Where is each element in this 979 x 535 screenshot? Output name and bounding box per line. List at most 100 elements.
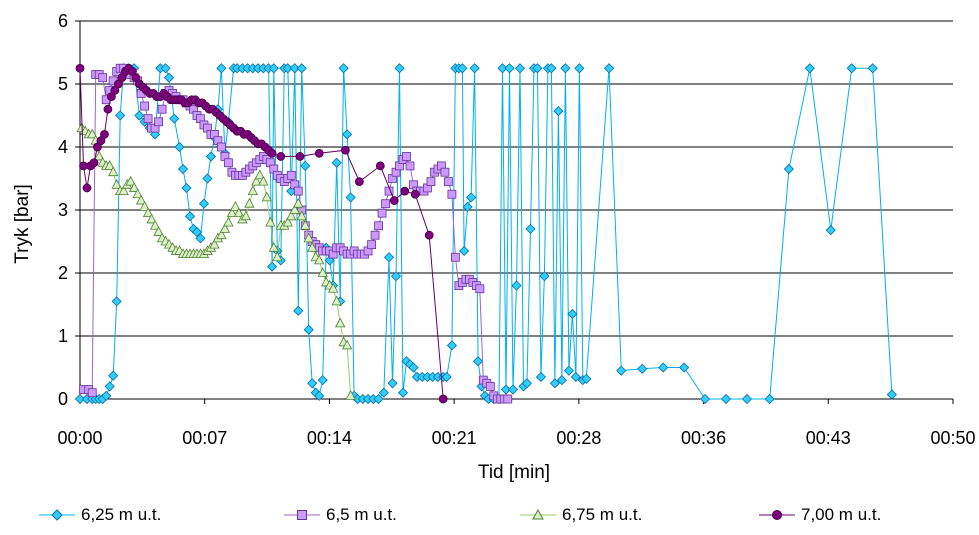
- x-tick-label: 00:14: [307, 428, 352, 448]
- data-point: [846, 63, 857, 74]
- data-point: [87, 128, 98, 139]
- data-point: [400, 186, 410, 196]
- data-point: [378, 387, 389, 398]
- legend-marker-diamond: [39, 509, 75, 521]
- data-point: [440, 167, 450, 177]
- series-line: [79, 67, 444, 400]
- data-point: [89, 158, 99, 168]
- data-point: [108, 370, 119, 381]
- data-point: [254, 169, 266, 180]
- series-layer: [74, 63, 897, 405]
- data-point: [118, 185, 129, 196]
- data-point: [539, 271, 550, 282]
- data-point: [616, 365, 627, 376]
- legend-item-6-5: 6,5 m u.t.: [282, 500, 397, 530]
- data-point: [293, 197, 304, 208]
- data-point: [307, 241, 318, 252]
- data-point: [139, 200, 150, 211]
- data-point: [507, 384, 519, 395]
- data-point: [700, 393, 711, 405]
- series-3: [75, 63, 448, 404]
- data-point: [679, 362, 690, 373]
- data-point: [289, 63, 300, 74]
- data-point: [441, 371, 452, 383]
- y-axis-label: Tryk [bar]: [12, 184, 33, 264]
- data-point: [286, 210, 297, 221]
- data-point: [331, 157, 342, 168]
- data-point: [303, 232, 314, 243]
- data-point: [459, 245, 470, 257]
- data-point: [314, 254, 325, 265]
- data-point: [216, 229, 227, 240]
- data-point: [295, 152, 305, 161]
- data-point: [525, 223, 536, 234]
- data-point: [205, 151, 217, 162]
- legend-marker-circle: [759, 510, 795, 520]
- data-point: [268, 241, 279, 252]
- data-point: [389, 196, 399, 205]
- data-point: [267, 148, 277, 158]
- data-point: [886, 389, 897, 400]
- data-point: [549, 378, 560, 389]
- data-point: [410, 189, 420, 199]
- data-point: [503, 394, 513, 404]
- x-tick-label: 00:36: [681, 428, 726, 448]
- data-point: [438, 394, 448, 404]
- x-tick-label: 00:28: [556, 428, 601, 448]
- data-point: [457, 63, 468, 74]
- data-point: [354, 177, 364, 187]
- data-point: [390, 271, 402, 282]
- data-point: [341, 339, 353, 350]
- data-point: [367, 240, 376, 250]
- data-point: [296, 210, 307, 221]
- data-point: [160, 63, 171, 74]
- data-point: [405, 161, 415, 171]
- data-point: [251, 175, 262, 186]
- data-point: [82, 183, 92, 193]
- data-point: [209, 238, 220, 249]
- y-tick-label: 3: [58, 200, 68, 220]
- data-point: [101, 390, 112, 401]
- data-point: [720, 393, 732, 405]
- data-point: [764, 393, 775, 405]
- data-point: [216, 63, 227, 74]
- y-tick-label: 4: [58, 137, 68, 157]
- data-point: [462, 201, 473, 212]
- data-point: [345, 192, 356, 203]
- y-tick-label: 2: [58, 263, 68, 283]
- data-point: [475, 284, 485, 294]
- data-point: [374, 221, 383, 231]
- data-point: [111, 178, 122, 189]
- data-point: [163, 72, 175, 83]
- legend-item-6-25: 6,25 m u.t.: [37, 500, 161, 530]
- data-point: [94, 150, 105, 161]
- data-point: [75, 63, 85, 73]
- data-point: [783, 163, 794, 175]
- data-point: [276, 152, 286, 161]
- data-point: [397, 387, 409, 398]
- data-point: [230, 200, 241, 211]
- data-point: [293, 186, 303, 196]
- data-point: [446, 340, 457, 351]
- data-point: [331, 295, 342, 306]
- data-point: [556, 375, 567, 386]
- data-point: [408, 362, 419, 373]
- data-point: [567, 308, 578, 320]
- data-point: [328, 282, 339, 293]
- data-point: [132, 188, 143, 199]
- data-point: [223, 216, 234, 227]
- data-point: [338, 63, 349, 74]
- data-point: [307, 378, 318, 389]
- x-tick-label: 00:50: [930, 428, 975, 448]
- data-point: [181, 182, 192, 194]
- data-point: [108, 166, 119, 177]
- x-tick-label: 00:43: [806, 428, 851, 448]
- data-point: [521, 378, 533, 389]
- data-point: [198, 198, 210, 209]
- tick-labels: 0 1 2 3 4 5 6 00:00 00:07 00:14 00:21 00:28 00:36 00:…: [57, 11, 975, 448]
- data-point: [334, 317, 346, 328]
- data-point: [377, 208, 387, 218]
- data-point: [98, 73, 108, 83]
- data-point: [149, 219, 161, 230]
- data-point: [142, 207, 154, 218]
